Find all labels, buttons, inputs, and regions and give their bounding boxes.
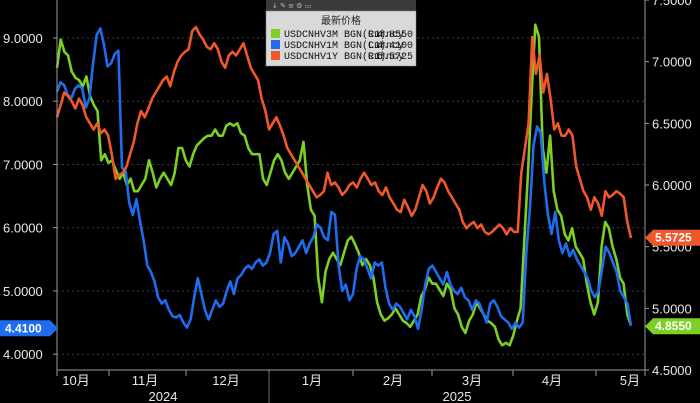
legend-series-1m: USDCNHV1M BGN Curncy bbox=[284, 41, 404, 52]
last-value-tag-1y-label: 5.5725 bbox=[655, 231, 692, 245]
legend-last-1y: 5.5725 bbox=[377, 52, 413, 63]
legend-toolbar[interactable] bbox=[266, 0, 416, 11]
month-label-3: 1月 bbox=[302, 373, 322, 388]
month-label-6: 4月 bbox=[542, 373, 562, 388]
left-tick-label-4: 5.0000 bbox=[3, 284, 43, 299]
left-tick-label-5: 4.0000 bbox=[3, 347, 43, 362]
month-label-0: 10月 bbox=[62, 373, 89, 388]
right-axis-ticks: 7.50007.00006.50006.00005.50005.00004.50… bbox=[645, 0, 692, 378]
legend-last-1m: 4.4100 bbox=[377, 41, 413, 52]
left-tick-label-3: 6.0000 bbox=[3, 221, 43, 236]
series-line-1 bbox=[55, 27, 633, 331]
last-value-tag-1y-shape bbox=[645, 229, 700, 246]
last-value-tag-right-3m: 4.8550 bbox=[645, 318, 700, 335]
legend-toolbar-icons[interactable]: ↓ ✎ ≡ ⚙ ▭ bbox=[272, 2, 311, 10]
last-value-tag-3m-shape bbox=[645, 318, 700, 335]
last-value-tag-right-1y: 5.5725 bbox=[645, 229, 700, 246]
right-tick-label-0: 7.5000 bbox=[652, 0, 692, 8]
legend-axis-3m: (R1) bbox=[362, 29, 386, 41]
legend-axis-1y: (R1) bbox=[362, 51, 386, 63]
legend-swatch-1y bbox=[271, 51, 280, 60]
last-value-tag-3m-label: 4.8550 bbox=[655, 319, 692, 333]
legend-series-3m: USDCNHV3M BGN Curncy bbox=[284, 30, 404, 41]
series-layer bbox=[55, 23, 633, 347]
month-label-5: 3月 bbox=[462, 373, 482, 388]
legend-entry-3m: USDCNHV3M BGN Curncy (R1) 4.8550 bbox=[271, 29, 413, 41]
legend-axis-1m: (L1) bbox=[362, 40, 386, 52]
right-tick-label-3: 6.0000 bbox=[652, 178, 692, 193]
x-axis-year-ticks: 2024 2025 bbox=[149, 372, 472, 403]
legend-last-3m: 4.8550 bbox=[377, 30, 413, 41]
legend-swatch-3m bbox=[271, 29, 280, 38]
month-label-2: 12月 bbox=[212, 373, 239, 388]
legend[interactable]: ↓ ✎ ≡ ⚙ ▭ 最新价格 USDCNHV3M BGN Curncy (R1)… bbox=[265, 0, 417, 67]
right-tick-label-5: 5.0000 bbox=[652, 301, 692, 316]
left-tick-label-1: 8.0000 bbox=[3, 94, 43, 109]
month-label-4: 2月 bbox=[383, 373, 403, 388]
series-line-0 bbox=[55, 23, 633, 347]
right-tick-label-2: 6.5000 bbox=[652, 116, 692, 131]
legend-swatch-1m bbox=[271, 40, 280, 49]
right-tick-label-6: 4.5000 bbox=[652, 363, 692, 378]
left-tick-label-0: 9.0000 bbox=[3, 31, 43, 46]
month-label-1: 11月 bbox=[132, 373, 159, 388]
month-label-7: 5月 bbox=[620, 373, 640, 388]
series-line-2 bbox=[55, 25, 633, 239]
legend-box bbox=[265, 10, 417, 67]
year-label-0: 2024 bbox=[149, 389, 178, 403]
legend-title: 最新价格 bbox=[321, 14, 361, 27]
x-axis-month-ticks: 10月 11月 12月 1月 2月 3月 4月 5月 bbox=[56, 370, 646, 388]
left-tick-label-2: 7.0000 bbox=[3, 157, 43, 172]
legend-entry-1y: USDCNHV1Y BGN Curncy (R1) 5.5725 bbox=[271, 51, 413, 63]
legend-series-1y: USDCNHV1Y BGN Curncy bbox=[284, 52, 404, 63]
left-axis-ticks: 9.0000 8.0000 7.0000 6.0000 5.0000 4.0000 bbox=[3, 31, 57, 362]
right-tick-label-1: 7.0000 bbox=[652, 55, 692, 70]
year-label-1: 2025 bbox=[443, 389, 472, 403]
last-value-tag-left: 4.4100 bbox=[0, 320, 58, 337]
legend-entry-1m: USDCNHV1M BGN Curncy (L1) 4.4100 bbox=[271, 40, 413, 52]
last-value-tag-left-shape bbox=[0, 320, 58, 337]
last-value-tag-left-label: 4.4100 bbox=[5, 321, 42, 335]
